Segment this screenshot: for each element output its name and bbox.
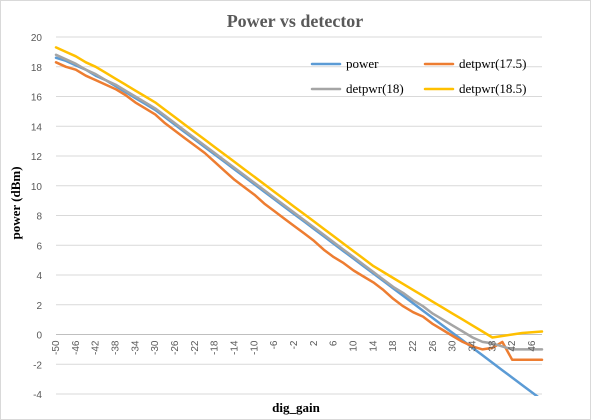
y-axis-title: power (dBm): [8, 166, 23, 239]
y-tick-label: 18: [31, 63, 43, 74]
x-tick-label: 2: [309, 340, 320, 346]
x-tick-label: -18: [210, 340, 221, 355]
y-tick-label: 10: [31, 182, 43, 193]
x-tick-label: -42: [91, 340, 102, 355]
x-tick-label: -10: [249, 340, 260, 355]
x-tick-label: -22: [190, 340, 201, 355]
y-axis-ticks: -4 -2 0 2 4 6 8 10 12 14 16 18 20: [31, 33, 43, 401]
y-tick-label: -2: [33, 360, 42, 371]
y-tick-label: -4: [33, 390, 42, 401]
x-tick-label: -38: [111, 340, 122, 355]
chart-title: Power vs detector: [227, 11, 364, 31]
x-tick-label: -50: [51, 340, 62, 355]
x-tick-label: 34: [468, 340, 479, 352]
x-tick-label: -6: [269, 340, 280, 349]
x-tick-label: 46: [527, 340, 538, 352]
x-tick-label: 10: [349, 340, 360, 352]
legend-label: detpwr(18.5): [459, 81, 527, 96]
y-tick-label: 20: [31, 33, 43, 44]
x-tick-label: -14: [230, 340, 241, 355]
y-tick-label: 16: [31, 93, 43, 104]
y-tick-label: 6: [36, 241, 42, 252]
x-tick-label: 42: [507, 340, 518, 352]
x-tick-label: -2: [289, 340, 300, 349]
series-line-2: [54, 53, 544, 351]
series-lines: [54, 46, 544, 396]
grid-lines: [56, 36, 542, 395]
series-line-1: [54, 61, 544, 362]
y-tick-label: 8: [36, 212, 42, 223]
x-tick-label: 6: [329, 340, 340, 346]
legend-label: power: [346, 56, 379, 71]
x-axis-ticks: -50 -46 -42 -38 -34 -30 -26 -22 -18 -14 -10 -6 -2 2 6 1…: [51, 340, 538, 355]
legend: power detpwr(17.5) detpwr(18) detpwr(18.5): [310, 56, 527, 96]
x-tick-label: 22: [408, 340, 419, 352]
y-tick-label: 4: [36, 271, 42, 282]
y-tick-label: 0: [36, 331, 42, 342]
y-tick-label: 14: [31, 122, 43, 133]
x-tick-label: 38: [487, 340, 498, 352]
x-tick-label: 18: [388, 340, 399, 352]
x-tick-label: -34: [130, 340, 141, 355]
series-line-3: [54, 46, 544, 339]
x-tick-label: 30: [448, 340, 459, 352]
x-tick-label: -46: [71, 340, 82, 355]
legend-label: detpwr(17.5): [459, 56, 527, 71]
x-tick-label: -30: [150, 340, 161, 355]
legend-label: detpwr(18): [346, 81, 404, 96]
x-tick-label: 26: [428, 340, 439, 352]
x-axis-title: dig_gain: [272, 400, 320, 415]
y-tick-label: 2: [36, 301, 42, 312]
x-tick-label: -26: [170, 340, 181, 355]
x-tick-label: 14: [368, 340, 379, 352]
y-tick-label: 12: [31, 152, 43, 163]
